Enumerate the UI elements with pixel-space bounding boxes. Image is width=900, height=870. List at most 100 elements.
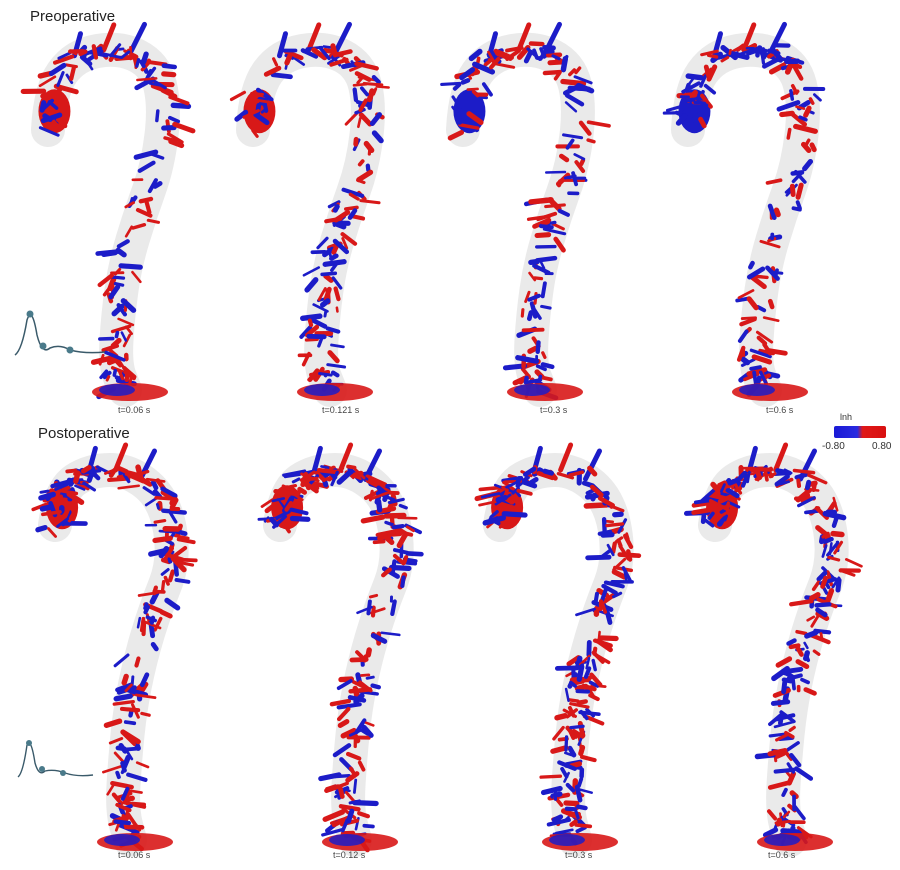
vortex-streak [471, 90, 480, 98]
vortex-streak [229, 90, 247, 102]
vortex-streak [621, 566, 632, 582]
vortex-streak [827, 555, 841, 562]
vortex-streak [271, 497, 286, 503]
vortex-streak [390, 559, 397, 576]
vortex-streak [370, 633, 388, 644]
iliac-bifurcation-blue [764, 834, 800, 846]
vortex-streak [368, 593, 379, 599]
vortex-streak [814, 602, 832, 608]
vortex-streak [468, 48, 483, 62]
vortex-streak [618, 544, 631, 561]
vortex-streak [359, 86, 369, 97]
vortex-streak [831, 515, 839, 528]
vortex-streak [775, 751, 786, 759]
vortex-streak [123, 746, 141, 752]
vortex-streak [763, 468, 769, 482]
vortex-streak [168, 511, 178, 524]
vortex-streak [255, 87, 274, 102]
vortex-streak [307, 318, 314, 327]
vortex-streak [768, 732, 786, 738]
vortex-streak [158, 529, 174, 534]
vortex-streak [135, 207, 153, 218]
vortex-streak [703, 83, 717, 95]
vortex-streak [767, 780, 792, 790]
vortex-streak [762, 56, 781, 69]
vortex-streak [320, 271, 338, 277]
vortex-streak [371, 130, 384, 144]
vortex-streak [168, 115, 181, 124]
vortex-streak [56, 71, 65, 87]
vortex-streak [520, 367, 531, 378]
vortex-streak [528, 271, 537, 282]
vortex-streak [117, 484, 141, 490]
vortex-streak [340, 232, 358, 246]
vortex-streak [597, 630, 601, 640]
iliac-bifurcation-blue [99, 384, 135, 396]
vortex-streak [380, 631, 401, 637]
vortex-streak [797, 496, 816, 508]
vortex-streak [304, 277, 319, 293]
vortex-streak [501, 486, 509, 492]
vortex-streak [691, 500, 712, 508]
iliac-bifurcation-blue [104, 834, 140, 846]
vortex-streak [804, 629, 819, 639]
vortex-streak [737, 329, 749, 343]
vortex-streak [495, 494, 508, 503]
aorta-panel-pre-1 [20, 21, 200, 407]
vortex-streak [562, 84, 581, 96]
vortex-streak [104, 466, 121, 475]
vortex-streak [735, 296, 750, 303]
vortex-streak [113, 819, 132, 826]
vortex-streak [542, 227, 567, 236]
vortex-streak [283, 49, 304, 61]
vortex-streak [795, 182, 804, 200]
vortex-streak [541, 351, 547, 360]
vortex-streak [332, 238, 350, 255]
vortex-streak [603, 580, 625, 589]
vortex-streak [844, 558, 863, 568]
vortex-streak [542, 69, 562, 76]
vortex-streak [38, 491, 56, 501]
vortex-streak [505, 480, 519, 489]
vortex-streak [340, 727, 357, 739]
vortex-streak [765, 178, 783, 185]
vortex-streak [762, 342, 773, 356]
vortex-streak [160, 580, 166, 593]
vortex-streak [738, 372, 751, 383]
aorta-render [257, 442, 424, 857]
vortex-streak [251, 128, 259, 138]
vortex-streak [706, 53, 719, 59]
vortex-streak [739, 317, 757, 327]
vortex-streak [741, 473, 750, 488]
vortex-streak [304, 337, 319, 342]
vortex-streak [515, 355, 539, 364]
vortex-streak [515, 475, 530, 489]
vortex-streak [685, 73, 704, 81]
vortex-streak [250, 91, 265, 96]
vortex-streak [138, 196, 154, 204]
vortex-streak [173, 534, 190, 540]
vortex-streak [55, 117, 68, 129]
vortex-streak [795, 645, 804, 657]
vortex-streak [168, 138, 185, 149]
vortex-streak [523, 466, 537, 477]
vortex-streak [822, 510, 847, 521]
time-label-pre-2: t=0.121 s [322, 405, 360, 415]
vortex-streak [532, 307, 542, 320]
vortex-streak [574, 160, 586, 173]
vortex-streak [83, 56, 94, 71]
vortex-streak [330, 261, 339, 272]
vortex-streak [565, 782, 576, 793]
vortex-streak [505, 46, 524, 53]
vortex-streak [493, 48, 514, 60]
vortex-streak [155, 109, 160, 123]
vortex-streak [73, 470, 81, 484]
vortex-streak [498, 519, 508, 529]
vortex-streak [481, 82, 493, 97]
vortex-streak [170, 555, 187, 573]
vortex-streak [523, 49, 534, 64]
vortex-streak [591, 658, 597, 672]
vortex-streak [583, 502, 610, 509]
vortex-streak [105, 375, 111, 382]
vortex-streak [38, 126, 60, 137]
